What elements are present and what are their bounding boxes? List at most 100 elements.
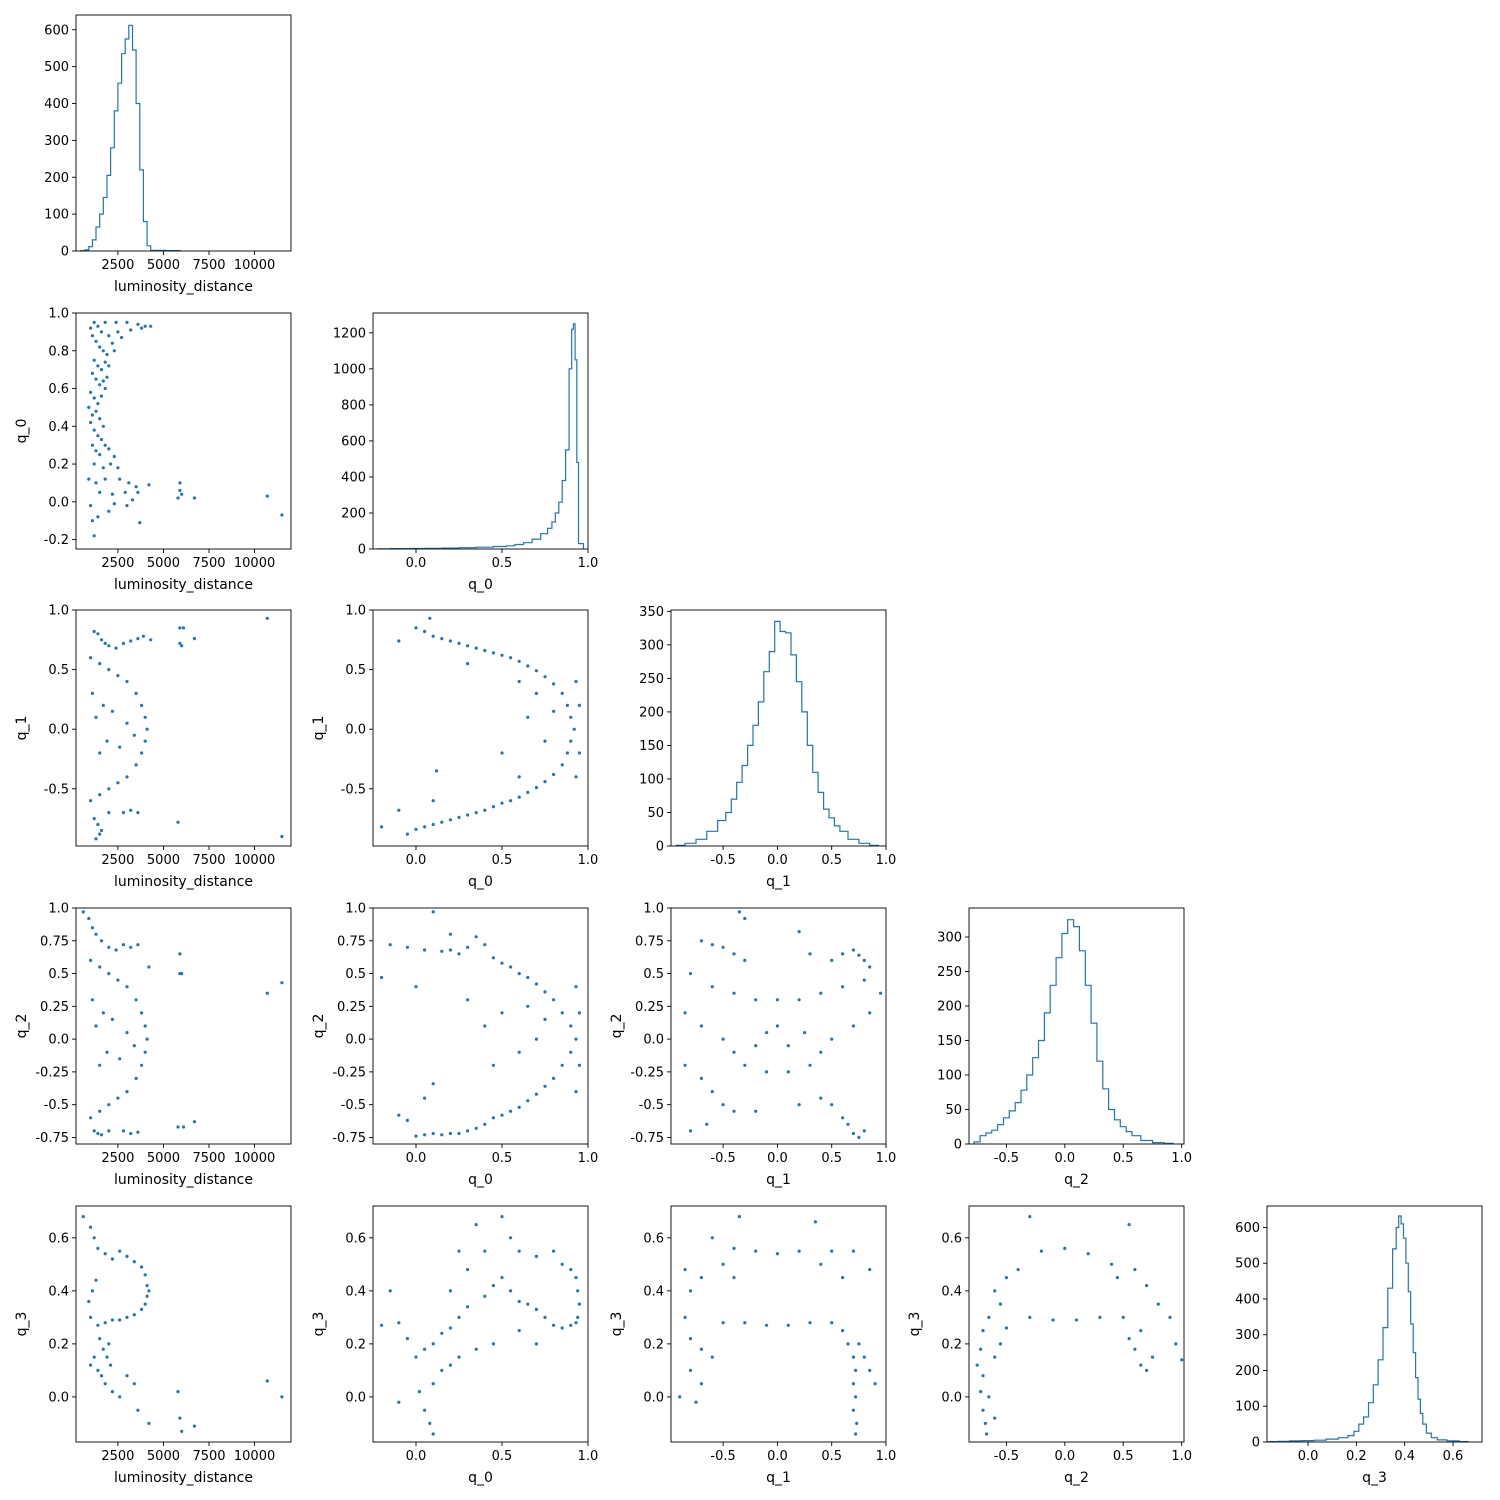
scatter-point <box>180 644 184 648</box>
scatter-point <box>89 1363 93 1367</box>
y-axis-label: q_3 <box>907 1312 923 1337</box>
scatter-point <box>265 616 269 620</box>
scatter-point <box>143 1024 147 1028</box>
scatter-point <box>862 1355 866 1359</box>
scatter-point <box>526 1004 530 1008</box>
scatter-point <box>103 386 107 391</box>
scatter-point <box>448 1289 452 1293</box>
subplot-10: 2500 5000 7500 10000 0.0 0.2 0.4 0.6 luminosity_… <box>14 1205 292 1486</box>
x-tick-label: 5000 <box>147 556 180 571</box>
scatter-point <box>560 691 564 696</box>
scatter-point <box>147 1421 151 1425</box>
scatter-point <box>868 1011 872 1015</box>
axes-frame <box>670 1205 887 1443</box>
scatter-point <box>107 1342 111 1346</box>
scatter-point <box>98 417 102 421</box>
scatter-point <box>879 991 883 995</box>
scatter-point <box>830 1249 834 1253</box>
y-axis-label: q_1 <box>311 716 327 741</box>
y-tick-label: 0.2 <box>48 458 69 473</box>
x-axis-label: q_0 <box>468 577 493 593</box>
y-tick-label: 0.75 <box>337 934 366 949</box>
scatter-point <box>96 434 100 438</box>
scatter-point <box>1028 1315 1032 1319</box>
scatter-point <box>474 1223 478 1227</box>
scatter-point <box>178 1416 182 1420</box>
scatter-point <box>565 751 570 755</box>
scatter-point <box>149 638 153 642</box>
scatter-point <box>1168 1315 1172 1319</box>
scatter-point <box>534 691 539 696</box>
scatter-point <box>526 1302 530 1306</box>
scatter-point <box>112 349 116 353</box>
x-axis-label: q_2 <box>1064 1470 1089 1486</box>
scatter-point <box>797 930 801 934</box>
y-tick-label: 0.0 <box>643 1390 664 1405</box>
scatter-point <box>775 1024 780 1028</box>
scatter-point <box>743 1321 747 1325</box>
y-tick-label: 1.0 <box>48 902 69 917</box>
scatter-point <box>143 1273 147 1277</box>
scatter-point <box>118 745 122 749</box>
scatter-point <box>998 1342 1003 1346</box>
x-tick-label: 10000 <box>234 556 275 571</box>
y-tick-label: -0.25 <box>332 1065 366 1080</box>
x-tick-label: 2500 <box>101 1449 134 1464</box>
y-tick-label: 0.25 <box>337 1000 366 1015</box>
scatter-point <box>107 447 111 451</box>
scatter-point <box>99 1374 104 1378</box>
y-tick-label: 0.2 <box>643 1337 664 1352</box>
scatter-point <box>112 454 116 459</box>
scatter-point <box>483 1249 487 1253</box>
scatter-point <box>125 1315 129 1319</box>
x-tick-label: 0.5 <box>492 853 513 868</box>
scatter-point <box>94 339 98 343</box>
x-tick-label: -0.5 <box>994 1151 1019 1166</box>
scatter-point <box>125 775 129 779</box>
scatter-point <box>90 519 94 523</box>
scatter-point <box>560 763 564 767</box>
scatter-point <box>574 1276 578 1280</box>
scatter-point <box>99 828 104 833</box>
scatter-point <box>423 1096 427 1100</box>
scatter-point <box>732 991 736 995</box>
x-tick-label: 1.0 <box>578 556 599 571</box>
scatter-point <box>560 1326 564 1330</box>
scatter-point <box>181 1125 186 1129</box>
scatter-point <box>178 481 182 485</box>
scatter-point <box>710 1090 714 1094</box>
scatter-point <box>1004 1276 1009 1280</box>
y-tick-label: 200 <box>639 705 664 720</box>
scatter-point <box>423 825 427 829</box>
scatter-point <box>92 1236 96 1240</box>
axes-frame <box>372 907 589 1145</box>
scatter-point <box>440 1331 444 1335</box>
scatter-point <box>526 1099 530 1103</box>
x-tick-label: 5000 <box>147 1151 180 1166</box>
scatter-point <box>405 1337 409 1341</box>
scatter-point <box>765 1323 769 1327</box>
x-tick-label: 7500 <box>192 258 225 273</box>
x-tick-label: 0.6 <box>1443 1449 1464 1464</box>
scatter-point <box>819 1050 823 1054</box>
y-tick-label: 0.2 <box>48 1337 69 1352</box>
scatter-point <box>576 1289 580 1293</box>
scatter-point <box>94 1024 98 1028</box>
scatter-point <box>1098 1315 1102 1319</box>
scatter-point <box>517 795 521 799</box>
scatter-point <box>754 998 758 1002</box>
y-tick-label: 50 <box>945 1103 962 1118</box>
scatter-point <box>435 769 439 773</box>
scatter-point <box>448 1131 452 1136</box>
scatter-point <box>136 943 140 947</box>
scatter-point <box>448 1363 452 1367</box>
scatter-point <box>105 739 109 743</box>
scatter-point <box>89 420 93 425</box>
scatter-point <box>534 1307 539 1311</box>
scatter-point <box>483 1122 487 1126</box>
scatter-point <box>526 790 530 795</box>
scatter-point <box>134 485 138 489</box>
scatter-point <box>417 1390 421 1394</box>
y-tick-label: 150 <box>937 1034 962 1049</box>
y-tick-label: 300 <box>1235 1328 1260 1343</box>
